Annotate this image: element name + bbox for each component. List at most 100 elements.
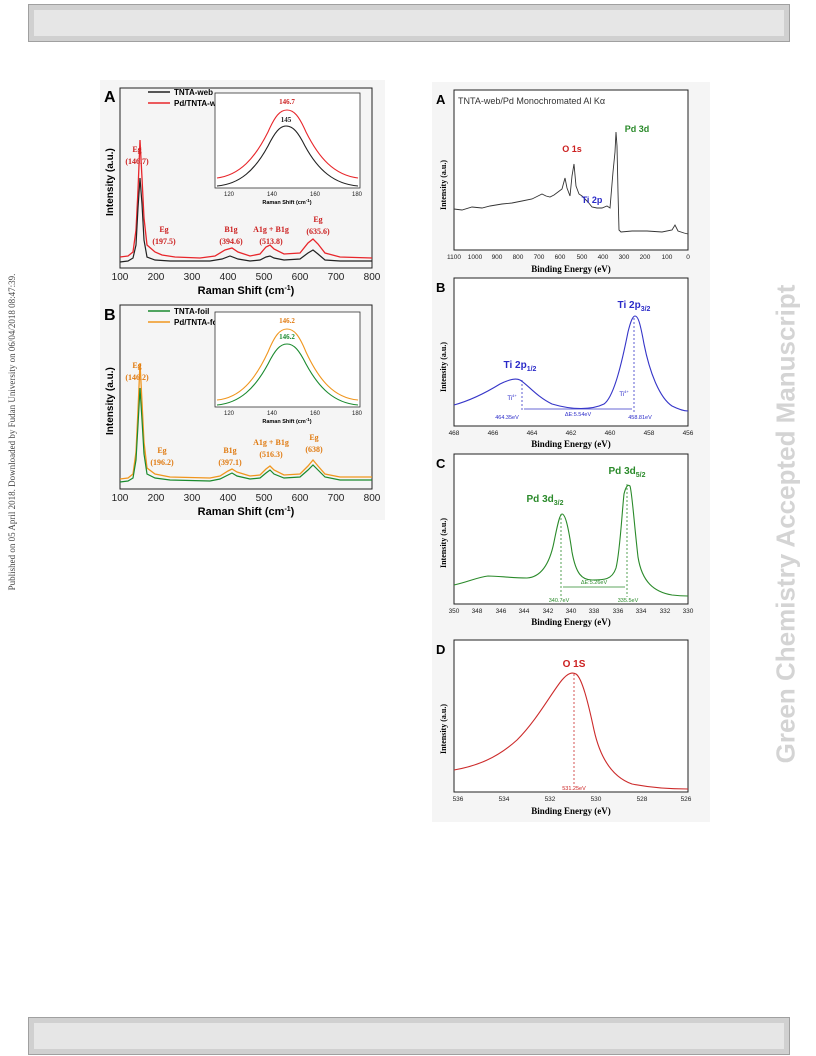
raman-a-xtick: 200 xyxy=(148,272,165,283)
xps-d-xtick: 532 xyxy=(545,796,556,803)
xps-b-xtick: 462 xyxy=(566,430,577,437)
xps-c-xtick: 348 xyxy=(472,608,483,615)
xps-b-peak2: Ti 2p3/2 xyxy=(618,300,651,313)
xps-b-series xyxy=(453,315,689,412)
raman-a-inset: 146.7 145 120 140 160 180 Raman Shift (c… xyxy=(214,92,363,206)
xps-panel-b: B Intensity (a.u.) Ti 2p1/2 Ti 2p3/2 Ti4… xyxy=(436,277,694,449)
raman-b-xtick: 100 xyxy=(112,493,129,504)
xps-d-series xyxy=(453,672,689,790)
xps-panel-a: A TNTA-web/Pd Monochromated Al Kα Intens… xyxy=(436,89,690,274)
raman-b-inset-series-pd xyxy=(216,328,359,401)
xps-b-xtick: 468 xyxy=(449,430,460,437)
raman-b-xtick: 600 xyxy=(292,493,309,504)
xps-c-e2: 335.5eV xyxy=(618,598,639,604)
xps-a-label-o1s: O 1s xyxy=(562,144,582,154)
xps-figure: A TNTA-web/Pd Monochromated Al Kα Intens… xyxy=(432,82,710,822)
xps-a-xtick: 400 xyxy=(598,254,609,261)
xps-a-series xyxy=(453,131,689,235)
xps-c-xtick: 334 xyxy=(636,608,647,615)
raman-a-inset-series-tnta xyxy=(216,125,359,187)
raman-b-peak-1-value: (146.2) xyxy=(125,373,149,382)
xps-a-xtick: 1000 xyxy=(468,254,483,261)
raman-a-series-tnta xyxy=(119,177,372,263)
raman-b-peak-4-name: A1g + B1g xyxy=(253,438,289,447)
xps-a-xtick: 800 xyxy=(513,254,524,261)
xps-c-xtick: 346 xyxy=(496,608,507,615)
raman-b-inset-bottom: 146.2 xyxy=(279,333,295,341)
raman-b-inset-tick: 180 xyxy=(352,411,363,417)
raman-a-xtick: 400 xyxy=(220,272,237,283)
raman-a-inset-frame xyxy=(214,92,361,189)
raman-a-inset-tick: 120 xyxy=(224,192,235,198)
xps-panel-d: D Intensity (a.u.) O 1S 531.25eV 536 534… xyxy=(436,639,692,816)
raman-a-peak-1-name: Eg xyxy=(132,145,141,154)
raman-b-xtick: 400 xyxy=(220,493,237,504)
xps-c-xtick: 350 xyxy=(449,608,460,615)
xps-b-xtick: 456 xyxy=(683,430,694,437)
raman-b-peak-3-value: (397.1) xyxy=(218,458,242,467)
xps-panel-c: C Intensity (a.u.) Pd 3d3/2 Pd 3d5/2 ΔE:… xyxy=(436,453,694,627)
xps-figure-svg: A TNTA-web/Pd Monochromated Al Kα Intens… xyxy=(436,89,694,816)
raman-a-peak-3-value: (394.6) xyxy=(219,237,243,246)
header-band xyxy=(28,4,790,42)
xps-d-xtick: 530 xyxy=(591,796,602,803)
xps-b-e2: 458.81eV xyxy=(628,415,652,421)
raman-a-peak-2-value: (197.5) xyxy=(152,237,176,246)
raman-b-inset-tick: 120 xyxy=(224,411,235,417)
raman-a-peak-4-name: A1g + B1g xyxy=(253,225,289,234)
raman-a-xlabel: Raman Shift (cm-1) xyxy=(198,285,295,297)
raman-b-xlabel: Raman Shift (cm-1) xyxy=(198,506,295,518)
xps-b-xtick: 460 xyxy=(605,430,616,437)
raman-a-xtick: 500 xyxy=(256,272,273,283)
xps-b-xlabel: Binding Energy (eV) xyxy=(531,439,611,449)
xps-d-letter: D xyxy=(436,642,445,657)
raman-b-peak-5-value: (638) xyxy=(305,445,323,454)
raman-a-peak-2-name: Eg xyxy=(159,225,168,234)
raman-b-peak-4-value: (516.3) xyxy=(259,450,283,459)
raman-figure: A Intensity (a.u.) TNTA-web Pd/TNTA-web … xyxy=(100,80,385,520)
raman-b-xtick: 800 xyxy=(364,493,381,504)
xps-b-letter: B xyxy=(436,280,445,295)
raman-b-peak-2-name: Eg xyxy=(157,446,166,455)
raman-a-xtick: 100 xyxy=(112,272,129,283)
xps-b-e1: 464.35eV xyxy=(495,415,519,421)
xps-a-xtick: 1100 xyxy=(447,254,461,261)
raman-a-peak-1-value: (146.7) xyxy=(125,157,149,166)
xps-d-xtick: 526 xyxy=(681,796,692,803)
raman-b-ylabel: Intensity (a.u.) xyxy=(105,367,116,435)
raman-b-peak-3-name: B1g xyxy=(223,446,236,455)
raman-a-inset-tick: 140 xyxy=(267,192,278,198)
xps-a-xtick: 600 xyxy=(555,254,566,261)
xps-a-ylabel: Intensity (a.u.) xyxy=(439,160,448,210)
xps-b-xtick: 466 xyxy=(488,430,499,437)
xps-c-xtick: 336 xyxy=(613,608,624,615)
raman-panel-a: A Intensity (a.u.) TNTA-web Pd/TNTA-web … xyxy=(104,87,381,297)
raman-b-inset-xlabel: Raman Shift (cm-1) xyxy=(262,417,311,425)
raman-a-inset-top: 146.7 xyxy=(279,98,295,106)
xps-a-xtick: 700 xyxy=(534,254,545,261)
raman-a-xtick: 300 xyxy=(184,272,201,283)
raman-a-xtick: 600 xyxy=(292,272,309,283)
xps-b-xtick: 464 xyxy=(527,430,538,437)
raman-a-peak-5-value: (635.6) xyxy=(306,227,330,236)
raman-a-legend-2: Pd/TNTA-web xyxy=(174,99,226,108)
xps-c-ylabel: Intensity (a.u.) xyxy=(439,518,448,568)
raman-a-peak-5-name: Eg xyxy=(313,215,322,224)
raman-b-xtick: 700 xyxy=(328,493,345,504)
raman-b-inset-top: 146.2 xyxy=(279,317,295,325)
raman-b-xtick: 200 xyxy=(148,493,165,504)
footer-band xyxy=(28,1017,790,1055)
xps-b-ti-label-1: Ti4+ xyxy=(507,393,517,402)
raman-b-frame xyxy=(119,304,373,490)
raman-b-inset-tick: 160 xyxy=(310,411,321,417)
xps-c-xlabel: Binding Energy (eV) xyxy=(531,617,611,627)
raman-b-legend-1: TNTA-foil xyxy=(174,307,209,316)
xps-b-xtick: 458 xyxy=(644,430,655,437)
xps-a-xtick: 900 xyxy=(492,254,503,261)
xps-c-frame xyxy=(453,453,689,605)
xps-a-xtick: 200 xyxy=(640,254,651,261)
xps-d-xtick: 528 xyxy=(637,796,648,803)
raman-b-legend-2: Pd/TNTA-foil xyxy=(174,318,222,327)
xps-c-series xyxy=(453,484,689,597)
xps-c-xtick: 344 xyxy=(519,608,530,615)
